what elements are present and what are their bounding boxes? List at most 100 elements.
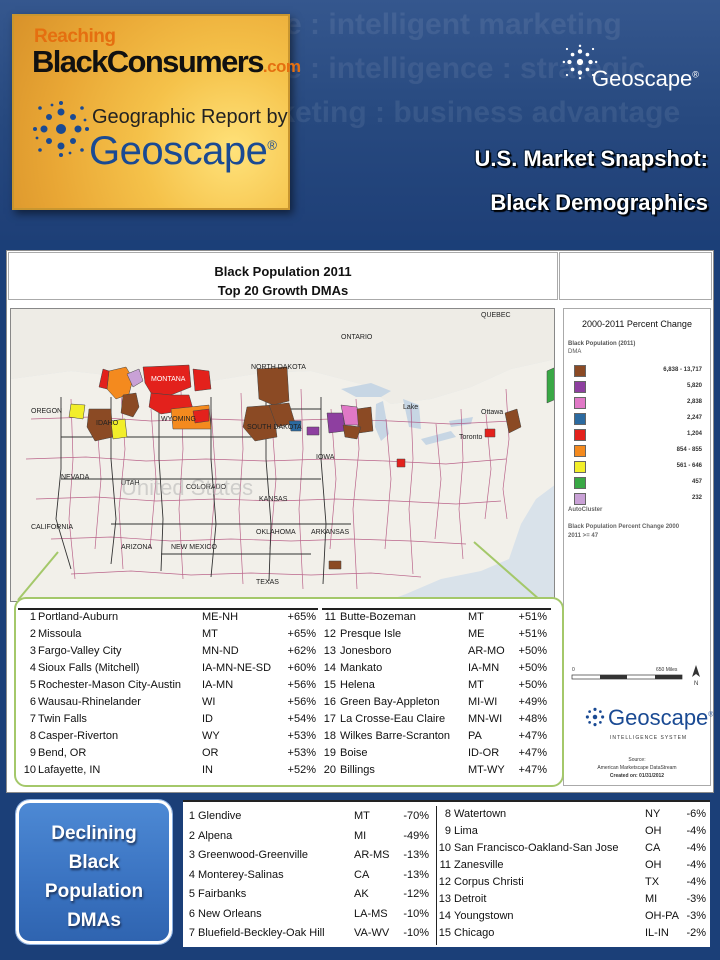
declining-row-rank: 4: [188, 868, 195, 881]
growth-row-rank: 6: [29, 696, 36, 708]
north-arrow-icon: [692, 665, 700, 677]
growth-row-state: WI: [202, 696, 216, 708]
svg-text:United States: United States: [121, 475, 253, 500]
growth-row-rank: 20: [323, 764, 336, 776]
declining-row-rank: 8: [444, 808, 451, 820]
legend-swatch: [574, 493, 586, 505]
growth-row: 15 Helena MT +50%: [322, 679, 551, 696]
geoscape-star-icon: [585, 707, 605, 727]
growth-row-pct: +51%: [518, 628, 547, 640]
growth-row-state: ME: [468, 628, 485, 640]
svg-text:OKLAHOMA: OKLAHOMA: [256, 529, 296, 536]
declining-row-rank: 7: [188, 927, 195, 939]
svg-text:Toronto: Toronto: [459, 434, 482, 441]
declining-list-right: 8 Watertown NY -6% 9 Lima OH -4% 10 San Francisco…: [436, 806, 710, 945]
growth-row-state: IA-MN-NE-SD: [202, 662, 272, 674]
legend-row: 2,247: [574, 413, 702, 427]
growth-row-state: MN-ND: [202, 645, 239, 657]
declining-row-pct: -4%: [686, 825, 706, 837]
legend-row: 457: [574, 477, 702, 491]
map-title-spacer: [559, 252, 712, 300]
legend-swatch: [574, 413, 586, 425]
growth-row: 2 Missoula MT +65%: [18, 628, 318, 645]
legend-value: 232: [691, 495, 702, 501]
growth-row-rank: 11: [324, 611, 336, 623]
svg-text:OREGON: OREGON: [31, 408, 62, 415]
declining-row-name: New Orleans: [198, 907, 262, 920]
top-geoscape-brand: Geoscape®: [592, 66, 699, 91]
svg-text:IDAHO: IDAHO: [96, 420, 119, 427]
watermark-text: arketing : business advantage: [250, 96, 681, 129]
map-title: Black Population 2011 Top 20 Growth DMAs: [8, 252, 558, 300]
growth-row-rank: 8: [29, 730, 36, 742]
growth-row: 4 Sioux Falls (Mitchell) IA-MN-NE-SD +60%: [18, 662, 318, 679]
legend-swatch: [574, 381, 586, 393]
declining-row-rank: 3: [188, 849, 195, 861]
declining-row-state: TX: [645, 876, 660, 888]
logo-geoscape-text: Geoscape®: [89, 129, 277, 173]
declining-row: 6 New Orleans LA-MS -10%: [183, 908, 433, 925]
growth-row-name: Butte-Bozeman: [340, 611, 416, 623]
declining-row-rank: 10: [438, 842, 451, 854]
us-dma-map: ONTARIO QUEBEC MONTANA NORTH DAKOTA SOUT…: [10, 308, 555, 602]
svg-text:QUEBEC: QUEBEC: [481, 312, 511, 319]
growth-row-rank: 18: [323, 730, 336, 742]
growth-row: 20 Billings MT-WY +47%: [322, 764, 551, 781]
growth-row-pct: +49%: [518, 696, 547, 708]
growth-row-pct: +47%: [518, 747, 547, 759]
declining-row-name: Watertown: [454, 808, 507, 820]
growth-row-state: OR: [202, 747, 219, 759]
declining-row-rank: 5: [188, 888, 195, 900]
growth-row-state: MT-WY: [468, 764, 505, 776]
growth-row-state: WY: [202, 730, 220, 742]
growth-row-pct: +53%: [287, 730, 316, 742]
declining-row: 4 Monterey-Salinas CA -13%: [183, 869, 433, 886]
growth-row-pct: +48%: [518, 713, 547, 725]
growth-row-state: AR-MO: [468, 645, 505, 657]
growth-row-state: IA-MN: [468, 662, 500, 674]
growth-row-name: Helena: [340, 679, 375, 691]
legend-value: 6,838 - 13,717: [663, 367, 702, 373]
growth-row-rank: 1: [29, 611, 36, 623]
growth-row-rank: 4: [29, 662, 36, 674]
growth-row-name: Bend, OR: [38, 747, 87, 759]
growth-row-name: Wilkes Barre-Scranton: [340, 730, 451, 742]
map-scale-bar: 0 650 Miles N: [571, 665, 700, 687]
svg-text:Lake: Lake: [403, 404, 418, 411]
growth-row-pct: +50%: [518, 662, 547, 674]
declining-row: 7 Bluefield-Beckley-Oak Hill VA-WV -10%: [183, 927, 433, 944]
declining-row-pct: -3%: [686, 893, 706, 905]
legend-value: 5,820: [686, 383, 702, 389]
growth-row: 16 Green Bay-Appleton MI-WI +49%: [322, 696, 551, 713]
growth-row-state: IN: [202, 764, 213, 776]
legend-swatch: [574, 461, 586, 473]
legend-source-label: Source:: [628, 757, 646, 763]
legend-row: 232: [574, 493, 702, 507]
legend-swatch: [574, 445, 586, 457]
svg-text:UTAH: UTAH: [121, 480, 140, 487]
growth-dma-list: 1 Portland-Auburn ME-NH +65% 2 Missoula MT +65%…: [14, 597, 564, 787]
callout-lines: [17, 541, 541, 601]
growth-row-rank: 13: [323, 645, 336, 657]
declining-row: 13 Detroit MI -3%: [437, 893, 710, 910]
declining-row-pct: -13%: [403, 849, 429, 861]
growth-row-rank: 3: [29, 645, 36, 657]
growth-row-name: Missoula: [38, 628, 82, 640]
svg-text:ONTARIO: ONTARIO: [341, 334, 373, 341]
growth-row-pct: +56%: [287, 679, 316, 691]
growth-row-name: Fargo-Valley City: [38, 645, 122, 657]
legend-row: 2,838: [574, 397, 702, 411]
logo-reaching-text: Reaching: [34, 26, 116, 47]
growth-row-pct: +65%: [287, 611, 316, 623]
growth-row-pct: +54%: [287, 713, 316, 725]
growth-row: 17 La Crosse-Eau Claire MN-WI +48%: [322, 713, 551, 730]
declining-row: 2 Alpena MI -49%: [183, 830, 433, 847]
declining-row-state: IL-IN: [645, 927, 669, 939]
svg-text:KANSAS: KANSAS: [259, 496, 288, 503]
logo-report-by-text: Geographic Report by: [92, 106, 288, 128]
declining-row-state: OH: [645, 859, 662, 871]
declining-row-name: Greenwood-Greenville: [198, 849, 309, 861]
declining-row-state: AR-MS: [354, 849, 390, 861]
growth-row-pct: +53%: [287, 747, 316, 759]
declining-dmas-title: Declining Black Population DMAs: [44, 823, 144, 931]
